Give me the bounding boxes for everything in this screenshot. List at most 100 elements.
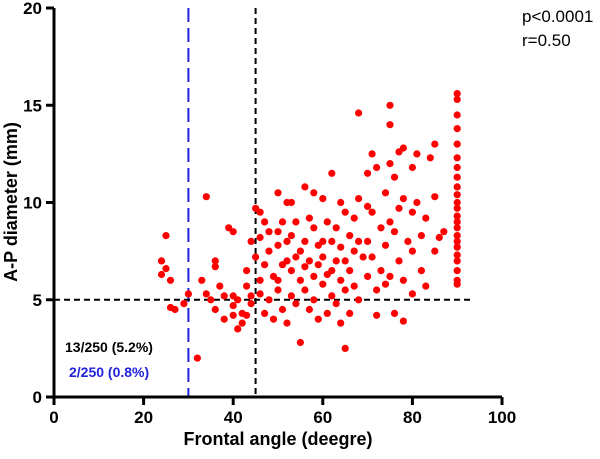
data-point	[364, 202, 372, 210]
data-point	[399, 276, 407, 284]
data-point	[341, 344, 349, 352]
data-point	[359, 253, 367, 261]
data-point	[162, 265, 170, 273]
data-point	[453, 224, 461, 232]
data-point	[323, 218, 331, 226]
data-point	[381, 280, 390, 288]
data-point	[346, 267, 354, 275]
data-point	[399, 144, 407, 152]
data-point	[301, 286, 309, 294]
data-point	[453, 125, 461, 133]
data-point	[373, 163, 381, 172]
data-point	[332, 257, 340, 265]
x-tick-label: 20	[134, 408, 153, 427]
data-point	[211, 263, 219, 271]
data-point	[395, 204, 403, 212]
data-point	[283, 257, 291, 265]
data-point	[287, 267, 295, 275]
data-point	[220, 315, 228, 323]
data-point	[390, 228, 399, 236]
data-point	[381, 241, 390, 249]
y-tick-label: 5	[33, 291, 42, 310]
data-point	[453, 173, 461, 181]
data-point	[234, 325, 242, 333]
data-point	[319, 195, 327, 203]
data-point	[287, 232, 295, 240]
data-point	[368, 253, 376, 261]
data-point	[395, 257, 403, 265]
data-point	[422, 282, 430, 290]
data-point	[404, 237, 412, 245]
data-points	[157, 90, 461, 362]
data-point	[417, 232, 425, 240]
data-point	[229, 302, 237, 310]
data-point	[274, 228, 282, 236]
data-point	[386, 272, 394, 280]
data-point	[184, 290, 192, 298]
data-point	[247, 292, 255, 300]
data-point	[431, 193, 439, 201]
data-point	[453, 111, 461, 119]
p-value-label: p<0.0001	[522, 7, 594, 26]
data-point	[278, 218, 287, 226]
data-point	[413, 198, 421, 207]
data-point	[390, 309, 399, 317]
data-point	[346, 232, 354, 240]
data-point	[265, 228, 273, 236]
data-point	[431, 247, 439, 255]
data-point	[390, 173, 399, 181]
data-point	[301, 263, 309, 271]
black-count-annotation: 13/250 (5.2%)	[65, 339, 153, 355]
data-point	[287, 292, 295, 300]
data-point	[202, 193, 210, 201]
data-point	[413, 150, 421, 158]
data-point	[453, 212, 461, 220]
data-point	[319, 253, 327, 261]
data-point	[328, 292, 336, 300]
data-point	[350, 214, 358, 222]
x-tick-label: 80	[403, 408, 422, 427]
data-point	[368, 208, 376, 216]
data-point	[274, 286, 282, 294]
data-point	[386, 218, 394, 226]
data-point	[211, 305, 219, 314]
data-point	[202, 290, 210, 298]
data-point	[274, 189, 282, 197]
reference-lines	[54, 8, 470, 397]
data-point	[386, 101, 394, 109]
data-point	[310, 224, 318, 232]
data-point	[292, 300, 300, 308]
data-point	[453, 90, 461, 98]
data-point	[238, 319, 246, 327]
data-point	[243, 267, 251, 275]
data-point	[453, 237, 461, 245]
x-tick-label: 40	[224, 408, 243, 427]
data-point	[256, 233, 264, 242]
data-point	[229, 311, 237, 319]
data-point	[377, 224, 385, 232]
data-point	[332, 224, 340, 232]
data-point	[364, 237, 372, 245]
data-point	[274, 276, 282, 284]
data-point	[381, 189, 390, 197]
data-point	[373, 286, 381, 294]
data-point	[364, 272, 372, 280]
data-point	[328, 237, 336, 245]
data-point	[247, 237, 255, 245]
data-point	[453, 154, 461, 162]
data-point	[278, 305, 287, 314]
data-point	[453, 257, 461, 265]
data-point	[337, 276, 345, 284]
data-point	[355, 109, 363, 117]
data-point	[350, 247, 358, 255]
data-point	[207, 296, 215, 304]
data-point	[453, 191, 461, 199]
data-point	[305, 257, 313, 265]
data-point	[180, 300, 188, 308]
data-point	[234, 296, 242, 304]
data-point	[341, 208, 349, 216]
data-point	[399, 317, 407, 325]
data-point	[453, 163, 461, 172]
x-tick-label: 100	[488, 408, 516, 427]
r-value-label: r=0.50	[522, 31, 571, 50]
